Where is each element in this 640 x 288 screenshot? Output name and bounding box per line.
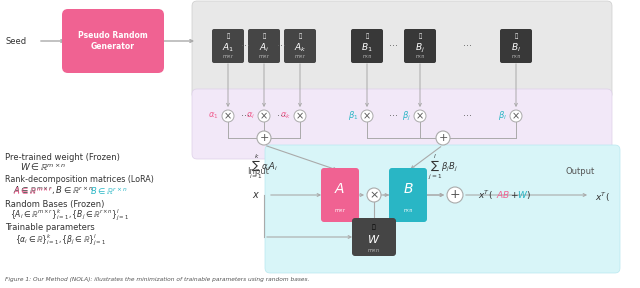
Text: $x^T($: $x^T($ bbox=[595, 190, 610, 204]
Text: ···: ··· bbox=[241, 111, 250, 121]
Circle shape bbox=[367, 188, 381, 202]
Text: r×n: r×n bbox=[415, 54, 425, 58]
Text: ×: × bbox=[260, 111, 268, 121]
Text: $)$: $)$ bbox=[526, 189, 531, 201]
Text: ×: × bbox=[416, 111, 424, 121]
Text: Rank-decomposition matrices (LoRA): Rank-decomposition matrices (LoRA) bbox=[5, 175, 154, 185]
Text: $\alpha_k$: $\alpha_k$ bbox=[280, 111, 291, 121]
Text: $B_l$: $B_l$ bbox=[511, 42, 521, 54]
Text: $\{A_i \in \mathbb{R}^{m \times r}\}_{i=1}^{k}, \{B_j \in \mathbb{R}^{r \times n: $\{A_i \in \mathbb{R}^{m \times r}\}_{i=… bbox=[10, 207, 129, 223]
Text: Input: Input bbox=[247, 168, 269, 177]
Circle shape bbox=[258, 110, 270, 122]
FancyBboxPatch shape bbox=[248, 29, 280, 63]
Text: $A$: $A$ bbox=[334, 182, 346, 196]
Text: $x$: $x$ bbox=[252, 190, 260, 200]
Text: $\sum_{j=1}^{l}\beta_j B_j$: $\sum_{j=1}^{l}\beta_j B_j$ bbox=[428, 152, 458, 181]
Text: $\beta_j$: $\beta_j$ bbox=[402, 109, 411, 123]
Text: 🔒: 🔒 bbox=[227, 33, 230, 39]
Text: 🔒: 🔒 bbox=[515, 33, 518, 39]
Text: $A \in \mathbb{R}^{m \times r}, B \in \mathbb{R}^{r \times n}$: $A \in \mathbb{R}^{m \times r}, B \in \m… bbox=[13, 185, 93, 197]
Text: m×r: m×r bbox=[259, 54, 269, 58]
Text: ×: × bbox=[512, 111, 520, 121]
Text: r×n: r×n bbox=[511, 54, 521, 58]
Text: $\beta_1$: $\beta_1$ bbox=[348, 109, 358, 122]
FancyBboxPatch shape bbox=[192, 1, 612, 99]
Text: Pre-trained weight (Frozen): Pre-trained weight (Frozen) bbox=[5, 153, 120, 162]
Text: $W$: $W$ bbox=[367, 233, 381, 245]
FancyBboxPatch shape bbox=[389, 168, 427, 222]
Text: $A \in \mathbb{R}^{m \times r}$: $A \in \mathbb{R}^{m \times r}$ bbox=[13, 185, 54, 197]
Text: +: + bbox=[259, 133, 269, 143]
Circle shape bbox=[222, 110, 234, 122]
Text: m×n: m×n bbox=[368, 247, 380, 253]
Text: $\alpha_i$: $\alpha_i$ bbox=[246, 111, 255, 121]
Text: ×: × bbox=[224, 111, 232, 121]
Text: m×r: m×r bbox=[223, 54, 234, 58]
Text: +: + bbox=[438, 133, 448, 143]
Text: $A_i$: $A_i$ bbox=[259, 42, 269, 54]
Text: Pseudo Random
Generator: Pseudo Random Generator bbox=[78, 31, 148, 51]
Text: $\alpha_1$: $\alpha_1$ bbox=[209, 111, 219, 121]
Text: r×n: r×n bbox=[362, 54, 372, 58]
Text: ···: ··· bbox=[388, 41, 397, 51]
Text: 🔒: 🔒 bbox=[262, 33, 266, 39]
FancyBboxPatch shape bbox=[284, 29, 316, 63]
Text: ×: × bbox=[369, 190, 379, 200]
Text: ···: ··· bbox=[241, 41, 250, 51]
Text: 🔒: 🔒 bbox=[372, 224, 376, 230]
FancyBboxPatch shape bbox=[192, 89, 612, 159]
Text: Trainable parameters: Trainable parameters bbox=[5, 223, 95, 232]
FancyBboxPatch shape bbox=[212, 29, 244, 63]
Circle shape bbox=[510, 110, 522, 122]
Text: Seed: Seed bbox=[5, 37, 26, 46]
Circle shape bbox=[294, 110, 306, 122]
Text: $+$: $+$ bbox=[510, 190, 518, 200]
Text: m×r: m×r bbox=[294, 54, 305, 58]
FancyBboxPatch shape bbox=[352, 218, 396, 256]
Text: r×n: r×n bbox=[403, 209, 413, 213]
FancyBboxPatch shape bbox=[321, 168, 359, 222]
Text: $\sum_{i=1}^{k}\alpha_i A_i$: $\sum_{i=1}^{k}\alpha_i A_i$ bbox=[250, 152, 278, 181]
Text: $B \in \mathbb{R}^{r \times n}$: $B \in \mathbb{R}^{r \times n}$ bbox=[90, 185, 127, 197]
Text: $A_1$: $A_1$ bbox=[222, 42, 234, 54]
Text: $B_j$: $B_j$ bbox=[415, 41, 425, 54]
Circle shape bbox=[436, 131, 450, 145]
Circle shape bbox=[447, 187, 463, 203]
Text: ×: × bbox=[363, 111, 371, 121]
Text: Output: Output bbox=[566, 168, 595, 177]
Text: Figure 1: Our Method (NOLA): illustrates the minimization of trainable parameter: Figure 1: Our Method (NOLA): illustrates… bbox=[5, 276, 309, 281]
Circle shape bbox=[414, 110, 426, 122]
Circle shape bbox=[361, 110, 373, 122]
Text: $B$: $B$ bbox=[403, 182, 413, 196]
Text: $x^T($: $x^T($ bbox=[478, 188, 493, 202]
Text: ···: ··· bbox=[388, 111, 397, 121]
Text: ×: × bbox=[296, 111, 304, 121]
FancyBboxPatch shape bbox=[351, 29, 383, 63]
Text: ···: ··· bbox=[278, 111, 287, 121]
Text: $AB$: $AB$ bbox=[496, 190, 510, 200]
Text: +: + bbox=[450, 189, 460, 202]
Text: 🔒: 🔒 bbox=[365, 33, 369, 39]
Text: ···: ··· bbox=[463, 41, 472, 51]
Text: m×r: m×r bbox=[335, 209, 346, 213]
Text: $\{\alpha_i \in \mathbb{R}\}_{i=1}^{k}, \{\beta_j \in \mathbb{R}\}_{j=1}^{l}$: $\{\alpha_i \in \mathbb{R}\}_{i=1}^{k}, … bbox=[15, 232, 106, 248]
FancyBboxPatch shape bbox=[404, 29, 436, 63]
FancyBboxPatch shape bbox=[265, 145, 620, 273]
FancyBboxPatch shape bbox=[500, 29, 532, 63]
Text: $A_k$: $A_k$ bbox=[294, 42, 307, 54]
Text: Random Bases (Frozen): Random Bases (Frozen) bbox=[5, 200, 104, 209]
Text: $\beta_l$: $\beta_l$ bbox=[498, 109, 507, 122]
Text: $W \in \mathbb{R}^{m \times n}$: $W \in \mathbb{R}^{m \times n}$ bbox=[20, 161, 67, 173]
Text: 🔒: 🔒 bbox=[298, 33, 301, 39]
Text: ···: ··· bbox=[278, 41, 287, 51]
Text: ···: ··· bbox=[463, 111, 472, 121]
Text: 🔒: 🔒 bbox=[419, 33, 422, 39]
Text: $B_1$: $B_1$ bbox=[361, 42, 373, 54]
Circle shape bbox=[257, 131, 271, 145]
FancyBboxPatch shape bbox=[62, 9, 164, 73]
Text: $W$: $W$ bbox=[517, 190, 528, 200]
